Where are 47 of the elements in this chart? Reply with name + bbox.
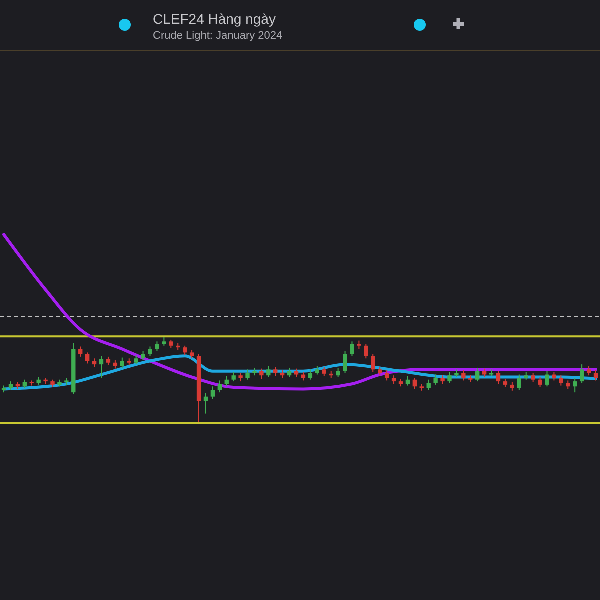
- candlestick: [371, 354, 376, 373]
- candlestick: [517, 374, 522, 391]
- candlestick: [141, 350, 146, 361]
- candlestick: [148, 346, 152, 357]
- candlestick: [78, 346, 83, 358]
- candlestick: [204, 392, 208, 414]
- candlestick: [350, 341, 354, 357]
- candlestick: [85, 352, 90, 364]
- candlestick: [30, 380, 34, 386]
- candlestick: [120, 357, 124, 368]
- candlestick: [412, 378, 418, 390]
- candlestick: [426, 379, 431, 391]
- candlestick: [210, 386, 216, 400]
- candlestick: [462, 370, 466, 382]
- candlestick: [594, 370, 598, 382]
- candlestick: [182, 345, 188, 356]
- candlestick: [308, 369, 313, 380]
- candlestick: [545, 370, 550, 388]
- candlestick: [434, 374, 438, 386]
- candlestick: [573, 378, 578, 394]
- candlestick: [531, 372, 536, 383]
- candlestick: [448, 372, 452, 384]
- candlestick: [134, 354, 138, 366]
- candlestick: [559, 375, 564, 386]
- candlestick: [274, 366, 278, 377]
- chart-subtitle: Crude Light: January 2024: [153, 30, 283, 42]
- candlestick: [406, 376, 410, 386]
- candlestick: [580, 364, 584, 384]
- candlestick: [155, 341, 160, 352]
- candlestick: [336, 367, 340, 378]
- candlestick: [322, 366, 326, 377]
- candlestick: [99, 356, 104, 379]
- candlestick: [364, 344, 368, 360]
- candlestick: [287, 367, 292, 378]
- candlestick: [496, 370, 501, 385]
- candlestick: [586, 366, 592, 376]
- candlestick: [218, 380, 222, 394]
- chart-title: CLEF24 Hàng ngày: [153, 11, 276, 27]
- candlestick: [538, 376, 542, 388]
- candlestick: [266, 366, 271, 378]
- candlestick: [224, 376, 229, 388]
- candlestick: [343, 350, 348, 374]
- candlestick: [260, 368, 264, 380]
- candlestick: [232, 372, 236, 382]
- candlestick: [476, 367, 480, 382]
- candlestick: [384, 370, 390, 382]
- candlestick: [246, 369, 250, 380]
